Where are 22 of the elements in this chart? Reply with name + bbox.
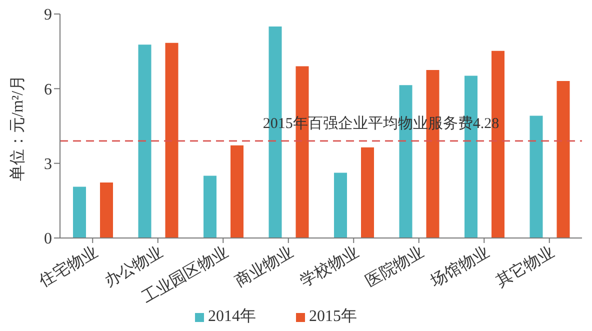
bar [165,42,178,238]
x-tick-label: 场馆物业 [426,242,492,291]
bar [530,116,543,238]
x-tick-label: 医院物业 [362,242,427,290]
bar [230,145,244,238]
y-tick-label: 9 [44,6,52,24]
y-tick-label: 3 [44,156,52,174]
bar [556,80,570,238]
x-tick-label: 学校物业 [297,242,362,290]
bar [334,172,347,238]
legend-label: 2014年 [208,308,256,325]
bar [73,186,86,238]
x-tick-label: 其它物业 [492,242,558,290]
x-tick-label: 商业物业 [232,242,296,290]
bar [361,147,374,238]
bar [100,182,113,238]
y-tick-label: 6 [44,81,52,98]
bar [138,44,152,238]
legend-label: 2015年 [309,308,357,325]
bar [204,176,216,238]
bar [399,85,412,238]
y-axis-title: 单位：元/m²/月 [8,74,27,181]
